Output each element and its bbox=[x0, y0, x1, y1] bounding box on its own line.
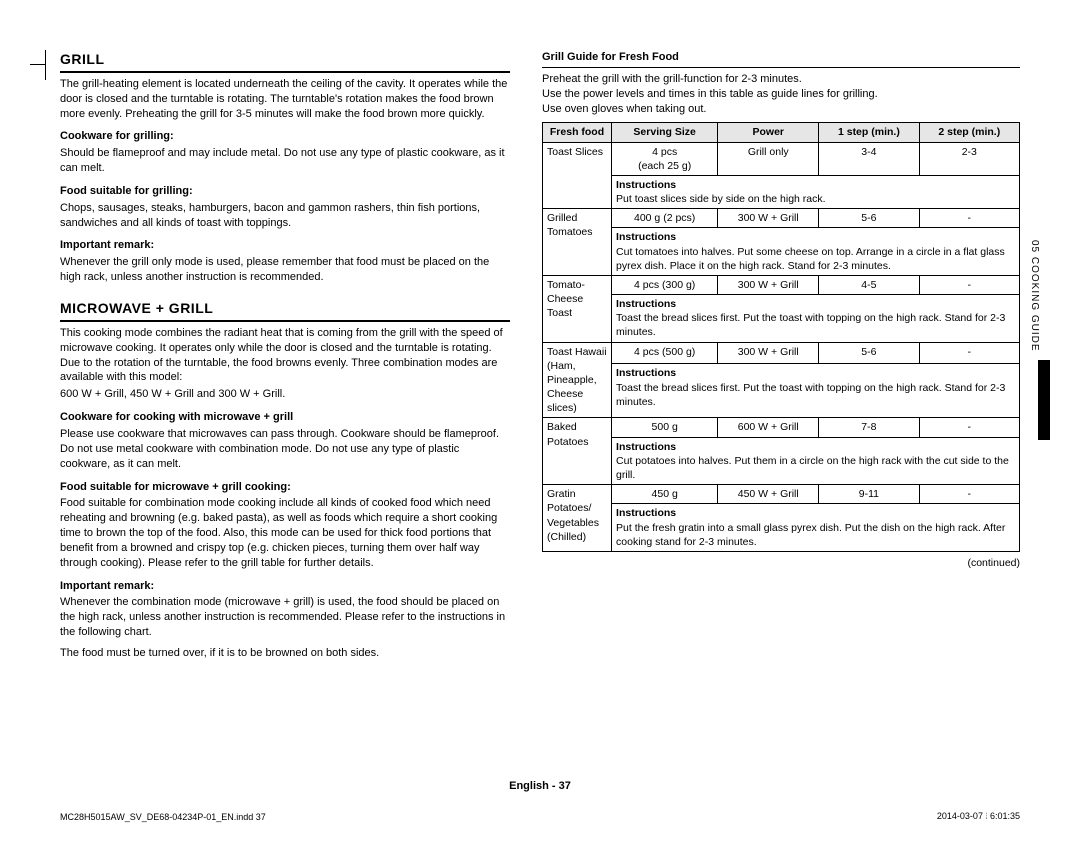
table-cell-size: 500 g bbox=[612, 418, 718, 437]
table-cell-step1: 3-4 bbox=[819, 142, 919, 175]
page-footer-right: 2014-03-07 ⦙ 6:01:35 bbox=[937, 811, 1020, 822]
food-label: Food suitable for grilling: bbox=[60, 184, 510, 199]
mw-modes: 600 W + Grill, 450 W + Grill and 300 W +… bbox=[60, 387, 510, 402]
cookware-text: Should be flameproof and may include met… bbox=[60, 146, 510, 176]
side-tab-marker bbox=[1038, 360, 1050, 440]
table-cell-instructions: InstructionsCut tomatoes into halves. Pu… bbox=[612, 228, 1020, 276]
mw-remark1: Whenever the combination mode (microwave… bbox=[60, 595, 510, 640]
mw-food-label: Food suitable for microwave + grill cook… bbox=[60, 480, 510, 495]
right-column: Grill Guide for Fresh Food Preheat the g… bbox=[542, 50, 1020, 667]
table-cell-power: 450 W + Grill bbox=[718, 485, 819, 504]
food-text: Chops, sausages, steaks, hamburgers, bac… bbox=[60, 201, 510, 231]
table-cell-size: 4 pcs (300 g) bbox=[612, 275, 718, 294]
grill-heading: GRILL bbox=[60, 50, 510, 73]
page-footer-left: MC28H5015AW_SV_DE68-04234P-01_EN.indd 37 bbox=[60, 812, 266, 822]
table-cell-step2: - bbox=[919, 275, 1019, 294]
grill-guide-table: Fresh food Serving Size Power 1 step (mi… bbox=[542, 122, 1020, 551]
guide-title: Grill Guide for Fresh Food bbox=[542, 50, 1020, 65]
table-cell-step1: 7-8 bbox=[819, 418, 919, 437]
table-cell-instructions: InstructionsPut the fresh gratin into a … bbox=[612, 504, 1020, 552]
th-step2: 2 step (min.) bbox=[919, 123, 1019, 142]
table-cell-step2: - bbox=[919, 342, 1019, 364]
table-cell-step2: - bbox=[919, 209, 1019, 228]
table-cell-power: Grill only bbox=[718, 142, 819, 175]
table-cell-food: Toast Hawaii (Ham, Pineapple, Cheese sli… bbox=[543, 342, 612, 418]
table-cell-power: 300 W + Grill bbox=[718, 275, 819, 294]
table-cell-food: Grilled Tomatoes bbox=[543, 209, 612, 276]
section-side-tab: 05 COOKING GUIDE bbox=[1029, 240, 1040, 352]
table-cell-food: Toast Slices bbox=[543, 142, 612, 209]
table-cell-step2: 2-3 bbox=[919, 142, 1019, 175]
th-step1: 1 step (min.) bbox=[819, 123, 919, 142]
table-cell-size: 450 g bbox=[612, 485, 718, 504]
table-cell-step1: 9-11 bbox=[819, 485, 919, 504]
cookware-label: Cookware for grilling: bbox=[60, 129, 510, 144]
th-power: Power bbox=[718, 123, 819, 142]
table-cell-food: Gratin Potatoes/ Vegetables (Chilled) bbox=[543, 485, 612, 552]
table-cell-size: 4 pcs (each 25 g) bbox=[612, 142, 718, 175]
mw-intro: This cooking mode combines the radiant h… bbox=[60, 326, 510, 385]
table-cell-power: 600 W + Grill bbox=[718, 418, 819, 437]
table-cell-instructions: InstructionsPut toast slices side by sid… bbox=[612, 175, 1020, 208]
preheat-text: Preheat the grill with the grill-functio… bbox=[542, 72, 1020, 87]
table-cell-step2: - bbox=[919, 485, 1019, 504]
remark-text: Whenever the grill only mode is used, pl… bbox=[60, 255, 510, 285]
table-cell-step1: 5-6 bbox=[819, 342, 919, 364]
table-cell-step1: 5-6 bbox=[819, 209, 919, 228]
left-column: GRILL The grill-heating element is locat… bbox=[60, 50, 510, 667]
grill-intro: The grill-heating element is located und… bbox=[60, 77, 510, 122]
mw-remark-label: Important remark: bbox=[60, 579, 510, 594]
th-size: Serving Size bbox=[612, 123, 718, 142]
table-cell-power: 300 W + Grill bbox=[718, 209, 819, 228]
page-footer-center: English - 37 bbox=[0, 780, 1080, 792]
table-cell-size: 4 pcs (500 g) bbox=[612, 342, 718, 364]
continued-text: (continued) bbox=[542, 556, 1020, 570]
table-cell-food: Baked Potatoes bbox=[543, 418, 612, 485]
th-food: Fresh food bbox=[543, 123, 612, 142]
use-power-text: Use the power levels and times in this t… bbox=[542, 87, 1020, 102]
table-cell-step2: - bbox=[919, 418, 1019, 437]
table-cell-instructions: InstructionsToast the bread slices first… bbox=[612, 364, 1020, 418]
mw-grill-heading: MICROWAVE + GRILL bbox=[60, 299, 510, 322]
table-cell-food: Tomato- Cheese Toast bbox=[543, 275, 612, 342]
remark-label: Important remark: bbox=[60, 238, 510, 253]
table-cell-size: 400 g (2 pcs) bbox=[612, 209, 718, 228]
table-cell-instructions: InstructionsCut potatoes into halves. Pu… bbox=[612, 437, 1020, 485]
mw-remark2: The food must be turned over, if it is t… bbox=[60, 646, 510, 661]
table-cell-power: 300 W + Grill bbox=[718, 342, 819, 364]
mw-cook-text: Please use cookware that microwaves can … bbox=[60, 427, 510, 472]
table-cell-instructions: InstructionsToast the bread slices first… bbox=[612, 295, 1020, 343]
table-cell-step1: 4-5 bbox=[819, 275, 919, 294]
mw-cook-label: Cookware for cooking with microwave + gr… bbox=[60, 410, 510, 425]
use-gloves-text: Use oven gloves when taking out. bbox=[542, 102, 1020, 117]
mw-food-text: Food suitable for combination mode cooki… bbox=[60, 496, 510, 570]
